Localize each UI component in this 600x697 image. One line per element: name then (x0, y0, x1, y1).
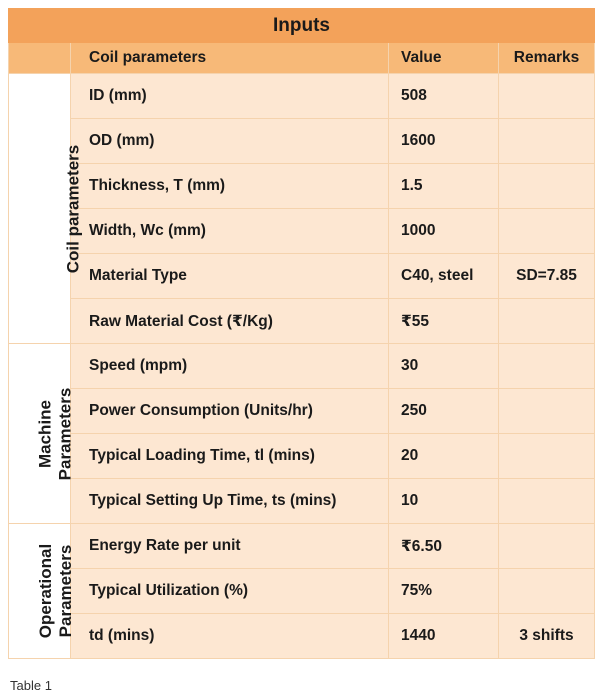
table-title-row: Inputs (8, 8, 595, 43)
table-caption: Table 1 (10, 678, 52, 693)
group-label-line: Machine (35, 399, 55, 468)
parameter-cell: OD (mm) (70, 118, 389, 164)
group-label-machine: Machine Parameters (8, 343, 75, 524)
table-row: Operational Parameters Energy Rate per u… (8, 523, 595, 659)
column-header-row: Coil parameters Value Remarks (8, 42, 595, 74)
table-row: Material Type C40, steel SD=7.85 (9, 253, 595, 299)
value-cell: 1440 (388, 613, 499, 659)
table-row: Typical Setting Up Time, ts (mins) 10 (9, 478, 595, 524)
value-cell: ₹6.50 (388, 523, 499, 569)
table-row: Thickness, T (mm) 1.5 (9, 163, 595, 209)
remarks-cell (498, 118, 595, 164)
parameter-cell: ID (mm) (70, 73, 389, 119)
parameter-cell: Material Type (70, 253, 389, 299)
remarks-cell (498, 523, 595, 569)
value-cell: ₹55 (388, 298, 499, 344)
parameter-cell: td (mins) (70, 613, 389, 659)
group-label-coil: Coil parameters (8, 73, 82, 344)
group-label-line: Coil parameters (63, 144, 83, 273)
parameter-cell: Typical Loading Time, tl (mins) (70, 433, 389, 479)
table-row: Coil parameters ID (mm) 508 (8, 73, 595, 344)
parameter-column-header: Coil parameters (70, 42, 389, 74)
value-cell: 1.5 (388, 163, 499, 209)
table-row: Typical Utilization (%) 75% (9, 568, 595, 614)
table-row: Machine Parameters Speed (mpm) 30 (8, 343, 595, 524)
value-cell: 75% (388, 568, 499, 614)
group-label-line: Parameters (55, 387, 75, 480)
parameter-cell: Thickness, T (mm) (70, 163, 389, 209)
parameter-cell: Raw Material Cost (₹/Kg) (70, 298, 389, 344)
table-row: Typical Loading Time, tl (mins) 20 (9, 433, 595, 479)
remarks-cell (498, 478, 595, 524)
table-row: Width, Wc (mm) 1000 (9, 208, 595, 254)
group-label-line: Operational (36, 543, 56, 639)
parameter-cell: Power Consumption (Units/hr) (70, 388, 389, 434)
parameter-cell: Width, Wc (mm) (70, 208, 389, 254)
inputs-table: Inputs Coil parameters Value Remarks Coi… (8, 8, 595, 659)
value-column-header: Value (388, 42, 499, 74)
table-row: Power Consumption (Units/hr) 250 (9, 388, 595, 434)
value-cell: 10 (388, 478, 499, 524)
inputs-table-container: Inputs Coil parameters Value Remarks Coi… (8, 8, 595, 659)
remarks-cell (498, 208, 595, 254)
group-label-operational: Operational Parameters (8, 523, 75, 659)
remarks-column-header: Remarks (498, 42, 595, 74)
parameter-cell: Speed (mpm) (70, 343, 389, 389)
remarks-cell: SD=7.85 (498, 253, 595, 299)
table-row: td (mins) 1440 3 shifts (9, 613, 595, 659)
remarks-cell (498, 343, 595, 389)
remarks-cell (498, 568, 595, 614)
parameter-cell: Typical Setting Up Time, ts (mins) (70, 478, 389, 524)
table-row: OD (mm) 1600 (9, 118, 595, 164)
remarks-cell (498, 433, 595, 479)
value-cell: 508 (388, 73, 499, 119)
value-cell: C40, steel (388, 253, 499, 299)
value-cell: 1000 (388, 208, 499, 254)
group-column-header (8, 42, 71, 74)
value-cell: 30 (388, 343, 499, 389)
parameter-cell: Energy Rate per unit (70, 523, 389, 569)
value-cell: 250 (388, 388, 499, 434)
remarks-cell (498, 163, 595, 209)
remarks-cell (498, 298, 595, 344)
value-cell: 20 (388, 433, 499, 479)
value-cell: 1600 (388, 118, 499, 164)
remarks-cell (498, 388, 595, 434)
parameter-cell: Typical Utilization (%) (70, 568, 389, 614)
remarks-cell: 3 shifts (498, 613, 595, 659)
table-title: Inputs (8, 8, 595, 43)
group-label-line: Parameters (56, 544, 76, 638)
table-row: Raw Material Cost (₹/Kg) ₹55 (9, 298, 595, 344)
remarks-cell (498, 73, 595, 119)
